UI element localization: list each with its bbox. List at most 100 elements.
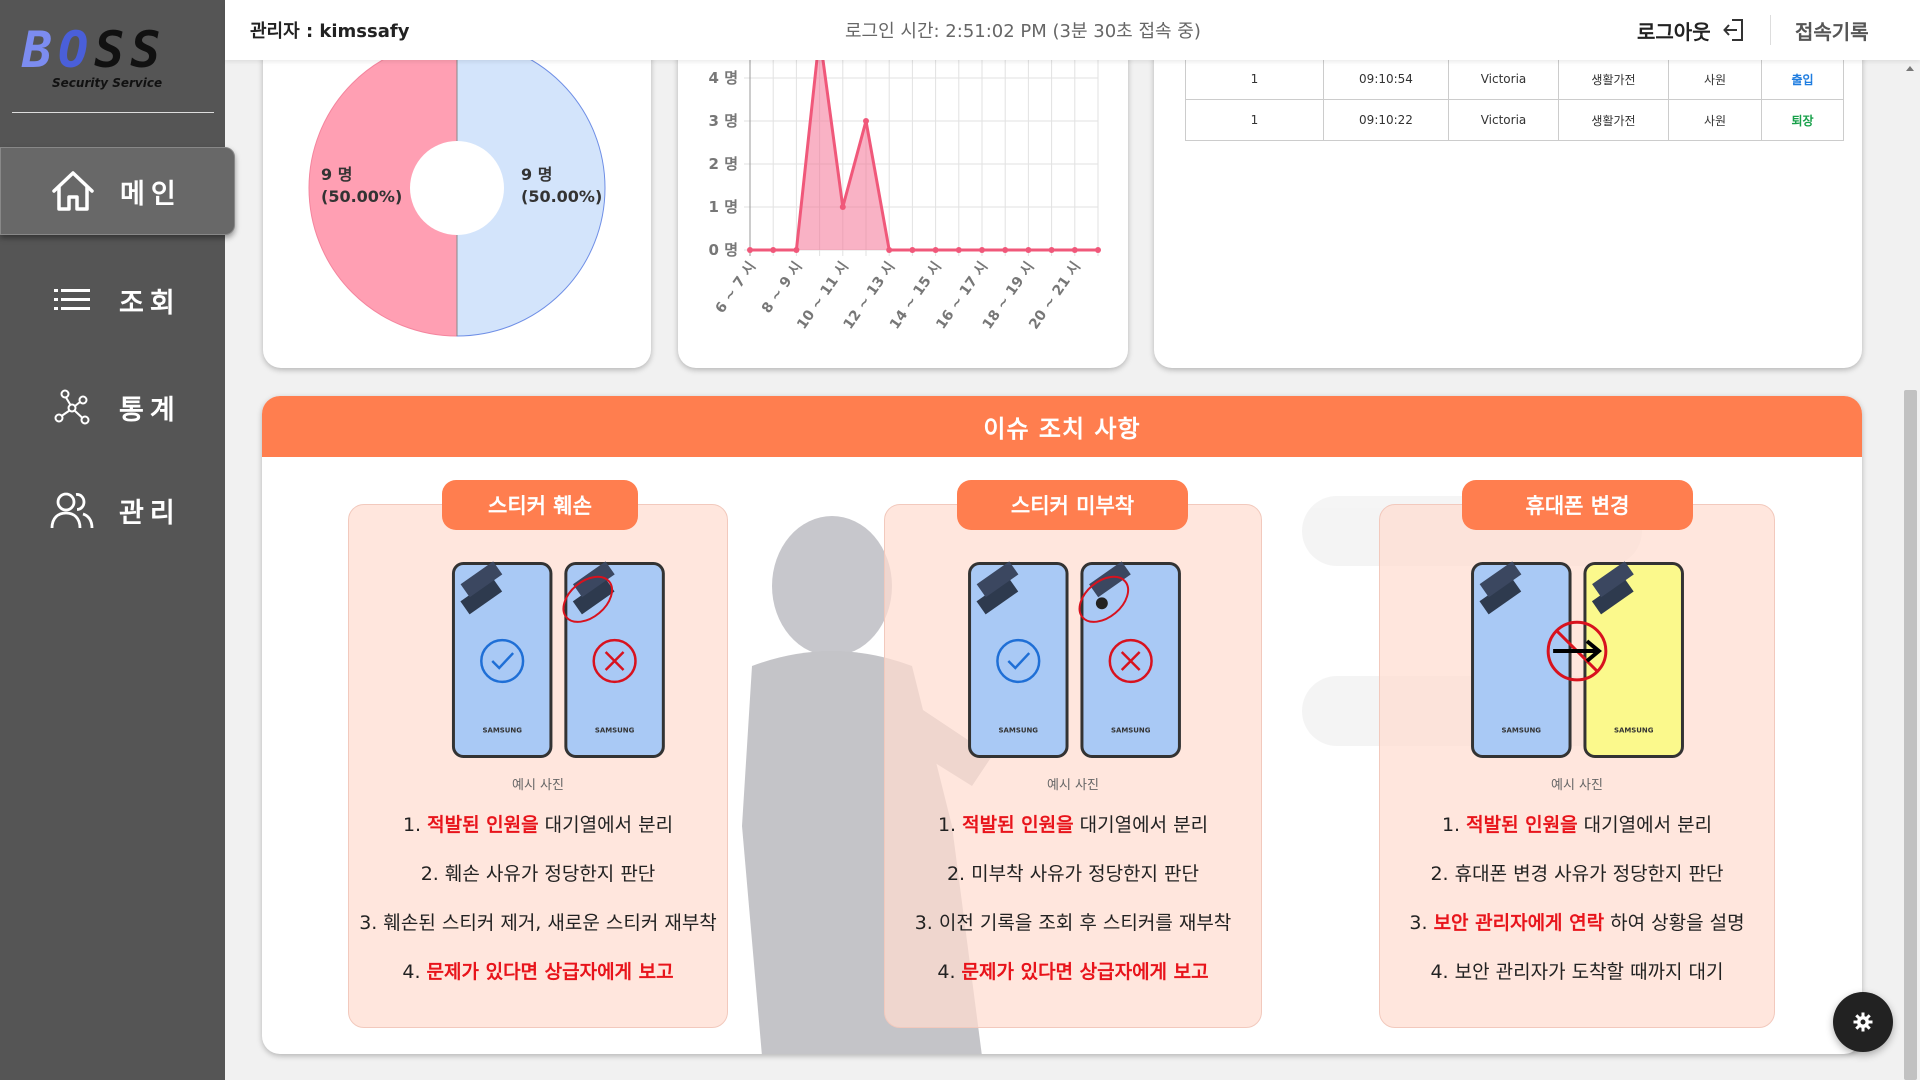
- issue-tag-phone-changed: 휴대폰 변경: [1462, 480, 1693, 530]
- cell-status: 퇴장: [1761, 99, 1844, 141]
- data-point: [793, 247, 800, 253]
- phone-bad: SAMSUNG: [562, 561, 665, 758]
- phone-original: SAMSUNG: [1471, 561, 1572, 759]
- data-point: [839, 204, 846, 210]
- data-point: [747, 247, 753, 253]
- step-item: 2. 휴대폰 변경 사유가 정당한지 판단: [1430, 863, 1724, 885]
- cell-count: 1: [1185, 58, 1324, 100]
- y-tick-label: 2 명: [709, 155, 738, 173]
- sidebar-item-main[interactable]: 메인: [0, 147, 235, 235]
- example-phones-image: SAMSUNG SAMSUNG: [1471, 561, 1684, 759]
- phone-brand: SAMSUNG: [1502, 727, 1542, 735]
- scrollbar-thumb[interactable]: [1904, 390, 1917, 1080]
- step-item: 3. 보안 관리자에게 연락 하여 상황을 설명: [1409, 912, 1745, 934]
- x-tick-label: 8 ~ 9 시: [759, 259, 806, 316]
- example-phones-image: SAMSUNG SAMSUNG: [451, 561, 665, 758]
- step-item: 4. 문제가 있다면 상급자에게 보고: [402, 961, 674, 983]
- phone-brand: SAMSUNG: [1614, 727, 1654, 735]
- steps-list: 1. 적발된 인원을 대기열에서 분리 2. 훼손 사유가 정당한지 판단 3.…: [349, 801, 727, 997]
- phone-brand: SAMSUNG: [999, 727, 1039, 735]
- access-table-card: 1 09:10:54 Victoria 생활가전 사원 출입 1 09:10:2…: [1154, 20, 1862, 368]
- cell-count: 1: [1185, 99, 1324, 141]
- logout-button[interactable]: 로그아웃: [1637, 16, 1745, 45]
- phone-ok: SAMSUNG: [451, 561, 553, 758]
- top-header: 관리자 : kimssafy 로그인 시간: 2:51:02 PM (3분 30…: [225, 0, 1920, 60]
- data-point: [932, 247, 939, 253]
- table-row[interactable]: 1 09:10:22 Victoria 생활가전 사원 퇴장: [1185, 99, 1844, 141]
- cell-time: 09:10:22: [1323, 99, 1449, 141]
- y-tick-label: 0 명: [709, 241, 738, 259]
- data-point: [1048, 247, 1055, 253]
- step-item: 1. 적발된 인원을 대기열에서 분리: [402, 814, 674, 836]
- logout-label: 로그아웃: [1637, 19, 1711, 44]
- header-divider: [1770, 15, 1771, 45]
- y-tick-label: 1 명: [709, 198, 738, 216]
- step-item: 4. 문제가 있다면 상급자에게 보고: [937, 961, 1209, 983]
- example-photo-caption: 예시 사진: [1047, 778, 1099, 793]
- data-point: [770, 247, 777, 253]
- step-item: 3. 훼손된 스티커 제거, 새로운 스티커 재부착: [359, 912, 717, 934]
- sidebar-divider: [12, 112, 214, 113]
- issue-tag-sticker-damaged: 스티커 훼손: [442, 480, 638, 530]
- cell-role: 사원: [1668, 58, 1762, 100]
- gear-icon: [1853, 1012, 1873, 1032]
- data-point: [955, 247, 962, 253]
- data-point: [1002, 247, 1009, 253]
- data-point: [1095, 247, 1101, 253]
- data-point: [909, 247, 916, 253]
- logo-text: BOSS: [22, 21, 167, 79]
- logo[interactable]: BOSS Security Service: [22, 20, 212, 115]
- sidebar-item-label: 통계: [119, 394, 181, 426]
- data-point: [863, 118, 869, 124]
- logout-icon: [1722, 19, 1743, 41]
- phone-ok: SAMSUNG: [968, 561, 1069, 758]
- admin-label: 관리자 : kimssafy: [250, 21, 410, 42]
- step-item: 1. 적발된 인원을 대기열에서 분리: [1441, 814, 1713, 836]
- cell-dept: 생활가전: [1558, 58, 1669, 100]
- phone-changed: SAMSUNG: [1583, 561, 1684, 759]
- cell-name: Victoria: [1448, 58, 1559, 100]
- data-point: [1025, 247, 1032, 253]
- example-photo-caption: 예시 사진: [512, 778, 564, 793]
- pie-left-pct: (50.00%): [321, 187, 402, 206]
- series-area: [750, 35, 1098, 250]
- series-line: [750, 34, 1098, 252]
- sidebar-item-search[interactable]: 조회: [0, 256, 235, 344]
- step-item: 2. 미부착 사유가 정당한지 판단: [946, 863, 1200, 885]
- example-photo-caption: 예시 사진: [1551, 778, 1603, 793]
- home-icon: [48, 166, 98, 216]
- step-item: 4. 보안 관리자가 도착할 때까지 대기: [1430, 961, 1724, 983]
- scroll-up-arrow[interactable]: [1906, 66, 1914, 71]
- no-swap-icon: [1546, 620, 1608, 682]
- issue-panel-title: 이슈 조치 사항: [262, 396, 1862, 457]
- sidebar-item-manage[interactable]: 관리: [0, 466, 235, 554]
- steps-list: 1. 적발된 인원을 대기열에서 분리 2. 미부착 사유가 정당한지 판단 3…: [885, 801, 1261, 997]
- phone-brand: SAMSUNG: [482, 727, 522, 735]
- example-phones-image: SAMSUNG SAMSUNG: [968, 561, 1181, 758]
- sidebar-item-label: 조회: [119, 287, 181, 319]
- step-item: 2. 훼손 사유가 정당한지 판단: [420, 863, 656, 885]
- y-tick-label: 4 명: [709, 69, 738, 87]
- sidebar-item-stats[interactable]: 통계: [0, 363, 235, 451]
- pie-right-label: 9 명: [521, 165, 552, 184]
- data-point: [886, 247, 893, 253]
- data-point: [979, 247, 985, 253]
- issue-actions-panel: 이슈 조치 사항 SAMSUNG SAMSUNG: [262, 396, 1862, 1054]
- table-row[interactable]: 1 09:10:54 Victoria 생활가전 사원 출입: [1185, 58, 1844, 100]
- issue-tag-sticker-missing: 스티커 미부착: [957, 480, 1188, 530]
- sidebar-item-label: 관리: [119, 497, 181, 529]
- network-icon: [47, 382, 97, 432]
- pie-right-pct: (50.00%): [521, 187, 602, 206]
- phone-brand: SAMSUNG: [595, 727, 635, 735]
- logo-subtitle: Security Service: [52, 76, 163, 90]
- step-item: 3. 이전 기록을 조회 후 스티커를 재부착: [914, 912, 1232, 934]
- pie-chart: 9 명 (50.00%) 9 명 (50.00%): [308, 39, 606, 337]
- x-tick-label: 6 ~ 7 시: [712, 259, 759, 316]
- y-tick-label: 3 명: [709, 112, 738, 130]
- users-icon: [47, 485, 97, 535]
- pie-chart-card: 9 명 (50.00%) 9 명 (50.00%): [263, 20, 651, 368]
- access-log-button[interactable]: 접속기록: [1795, 19, 1869, 44]
- cell-role: 사원: [1668, 99, 1762, 141]
- settings-button[interactable]: [1833, 992, 1893, 1052]
